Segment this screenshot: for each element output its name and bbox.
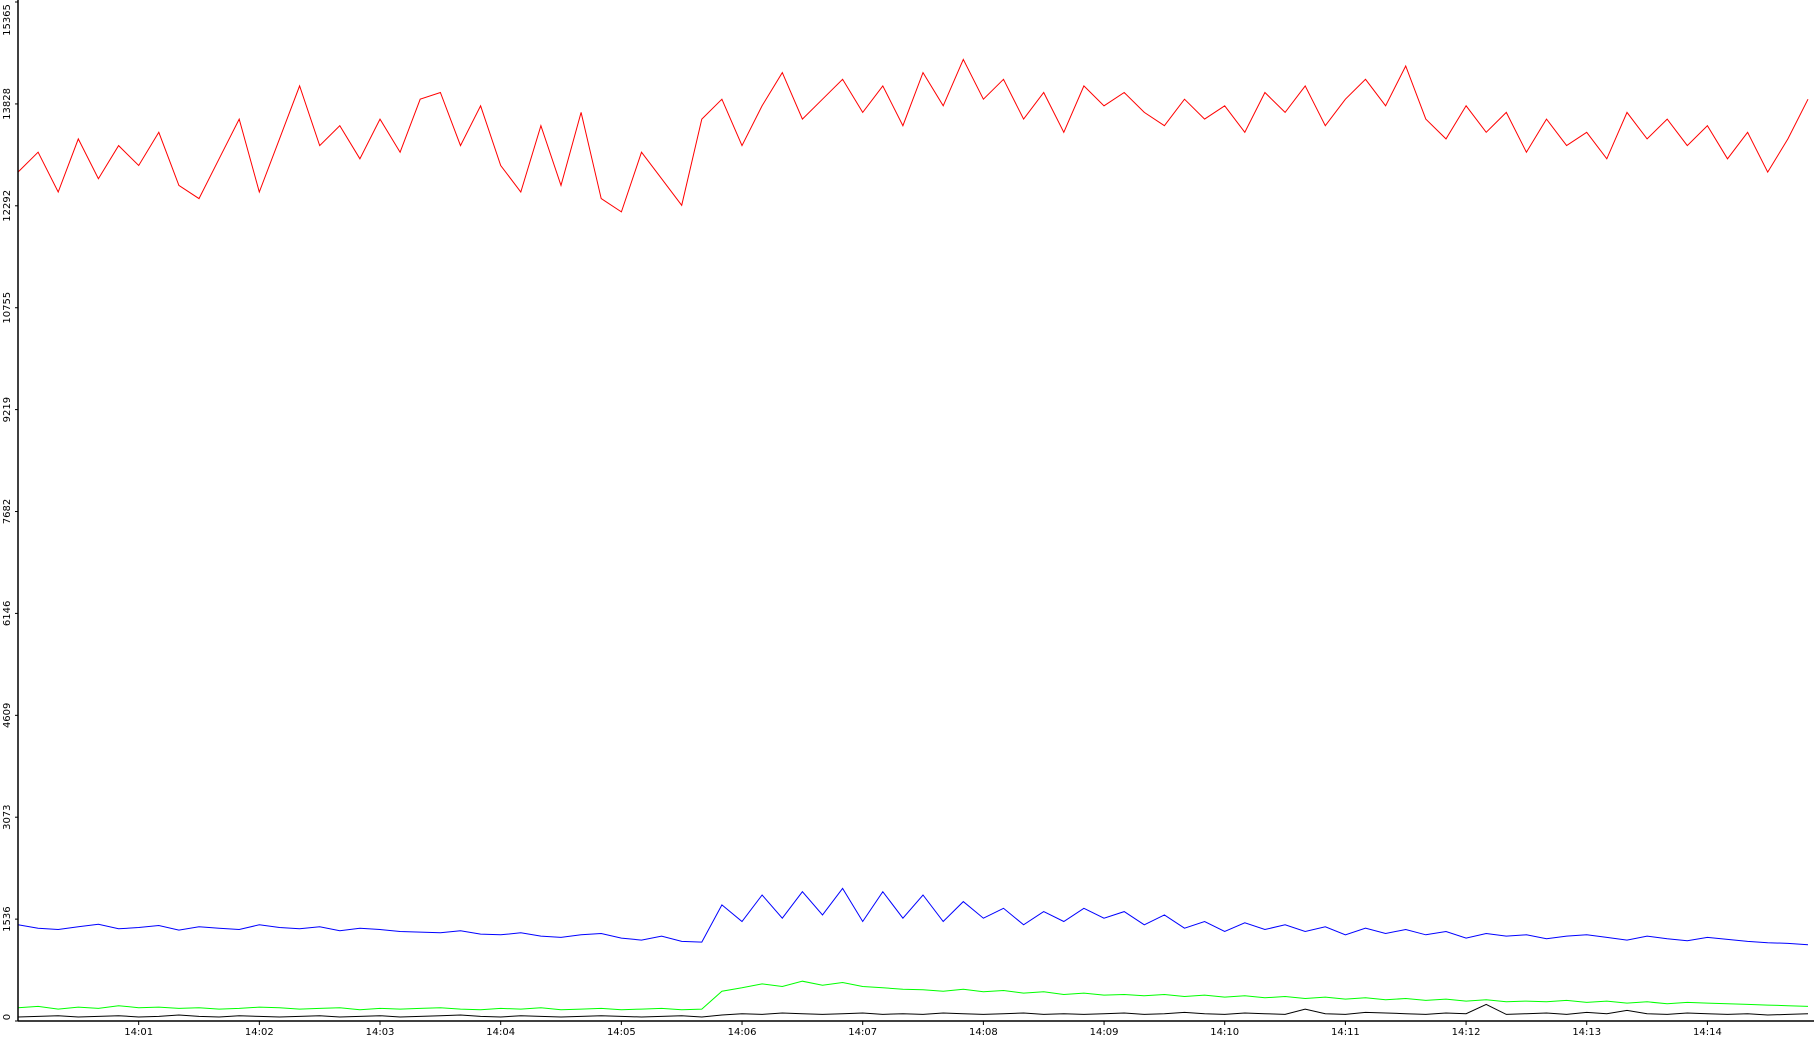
- y-tick-label: 4609: [2, 703, 13, 728]
- x-tick-label: 14:08: [969, 1027, 998, 1038]
- y-tick-label: 12292: [2, 190, 13, 222]
- series-line: [17, 980, 1809, 1011]
- y-tick-label: 10755: [2, 292, 13, 324]
- series-line: [17, 58, 1809, 213]
- x-tick-label: 14:01: [124, 1027, 153, 1038]
- x-tick-label: 14:14: [1693, 1027, 1722, 1038]
- series-line: [17, 1003, 1809, 1018]
- x-tick-label: 14:06: [728, 1027, 757, 1038]
- series-line: [17, 887, 1809, 946]
- y-tick-label: 3073: [2, 804, 13, 829]
- y-tick-label: 7682: [2, 499, 13, 524]
- x-tick-label: 14:04: [486, 1027, 515, 1038]
- x-tick-label: 14:03: [366, 1027, 395, 1038]
- x-tick-label: 14:09: [1090, 1027, 1119, 1038]
- x-tick-label: 14:11: [1331, 1027, 1360, 1038]
- x-tick-label: 14:13: [1572, 1027, 1601, 1038]
- y-tick-label: 15365: [2, 4, 13, 36]
- y-tick-label: 13828: [2, 88, 13, 120]
- x-tick-label: 14:05: [607, 1027, 636, 1038]
- y-tick-label: 1536: [2, 906, 13, 931]
- x-tick-label: 14:12: [1452, 1027, 1481, 1038]
- x-tick-label: 14:07: [848, 1027, 877, 1038]
- x-tick-label: 14:10: [1210, 1027, 1239, 1038]
- y-tick-label: 6146: [2, 601, 13, 626]
- y-tick-label: 0: [2, 1014, 13, 1020]
- x-tick-label: 14:02: [245, 1027, 274, 1038]
- y-tick-label: 9219: [2, 397, 13, 422]
